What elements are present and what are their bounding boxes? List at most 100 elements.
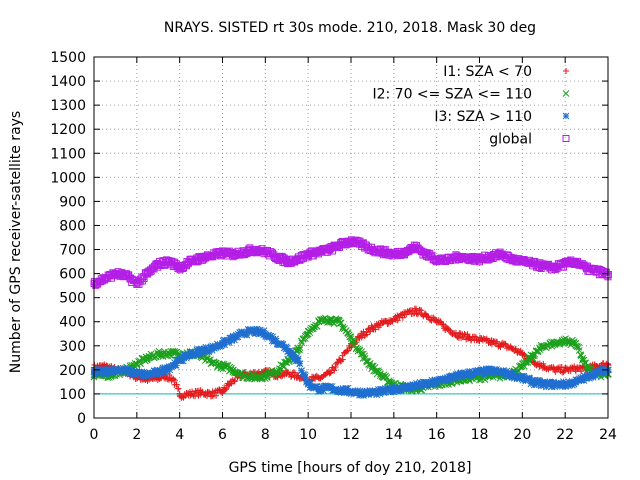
point-plus — [327, 369, 334, 376]
legend: I1: SZA < 70 I2: 70 <= SZA <= 110 I3: SZA … — [372, 64, 570, 148]
point-star — [166, 366, 174, 374]
point-star — [582, 375, 590, 382]
point-star — [282, 343, 290, 351]
point-star — [366, 387, 374, 395]
x-tick-label: 4 — [175, 427, 184, 443]
point-plus — [363, 331, 370, 338]
point-star — [563, 379, 571, 387]
point-star — [491, 369, 499, 376]
y-axis-title: Number of GPS receiver-satellite rays — [8, 111, 24, 373]
point-star — [401, 382, 408, 390]
point-square — [603, 271, 611, 279]
point-star — [484, 369, 492, 377]
point-star — [243, 331, 251, 339]
point-cross — [296, 346, 303, 353]
point-star — [406, 385, 414, 392]
legend-label: global — [489, 132, 532, 148]
point-star — [127, 366, 134, 374]
point-cross — [575, 347, 583, 354]
point-cross — [296, 344, 304, 352]
point-star — [445, 376, 453, 384]
point-star — [378, 385, 386, 393]
point-star — [180, 353, 187, 361]
point-star — [599, 365, 607, 372]
point-plus — [171, 377, 178, 384]
point-star — [296, 360, 304, 368]
point-plus — [471, 333, 478, 340]
point-star — [152, 371, 160, 378]
point-cross — [137, 360, 145, 368]
point-plus — [558, 364, 565, 371]
point-cross — [339, 325, 346, 332]
point-plus — [213, 392, 220, 399]
point-star — [480, 366, 487, 373]
point-star — [444, 374, 451, 381]
point-star — [267, 332, 275, 340]
x-tick-label: 0 — [90, 427, 99, 443]
point-plus — [437, 318, 444, 325]
x-tick-label: 22 — [556, 427, 574, 443]
point-star — [294, 355, 302, 363]
point-star — [328, 383, 336, 390]
legend-marker-star — [562, 112, 570, 120]
point-plus — [571, 363, 578, 370]
y-tick-label: 1100 — [50, 146, 86, 162]
point-star — [99, 370, 106, 378]
point-star — [124, 370, 132, 377]
y-tick-label: 800 — [59, 218, 86, 234]
point-star — [199, 349, 206, 357]
point-star — [341, 389, 348, 397]
point-plus — [206, 389, 213, 396]
y-tick-label: 500 — [59, 291, 86, 307]
point-star — [252, 330, 259, 338]
point-star — [519, 376, 527, 384]
y-tick-label: 400 — [59, 315, 86, 331]
point-plus — [360, 328, 367, 335]
point-star — [570, 380, 578, 388]
y-tick-label: 1300 — [50, 98, 86, 114]
point-cross — [376, 372, 384, 380]
point-star — [365, 391, 372, 399]
point-star — [503, 367, 511, 375]
point-cross — [313, 323, 321, 330]
series-square — [90, 236, 612, 289]
point-star — [509, 374, 516, 381]
point-star — [195, 350, 203, 358]
point-star — [106, 369, 114, 377]
y-tick-label: 300 — [59, 339, 86, 355]
point-cross — [251, 375, 259, 383]
point-star — [289, 352, 297, 359]
point-cross — [337, 319, 345, 327]
point-star — [344, 385, 351, 392]
point-star — [313, 383, 321, 390]
point-star — [207, 343, 215, 351]
point-star — [303, 377, 311, 385]
point-cross — [361, 352, 369, 360]
point-cross — [264, 374, 271, 381]
point-star — [397, 387, 405, 395]
point-star — [416, 379, 424, 386]
point-star — [305, 380, 312, 388]
point-star — [452, 374, 459, 382]
point-star — [592, 372, 600, 380]
x-tick-label: 18 — [471, 427, 489, 443]
point-star — [212, 344, 220, 351]
x-tick-label: 24 — [599, 427, 617, 443]
legend-label: I2: 70 <= SZA <= 110 — [372, 87, 532, 103]
x-axis-title: GPS time [hours of doy 210, 2018] — [229, 460, 472, 476]
point-star — [104, 366, 112, 374]
point-star — [272, 337, 280, 345]
x-tick-label: 16 — [428, 427, 446, 443]
point-star — [260, 327, 268, 334]
point-plus — [231, 377, 238, 384]
point-plus — [452, 329, 459, 336]
x-tick-label: 10 — [299, 427, 317, 443]
point-star — [392, 384, 400, 392]
x-tick-label: 12 — [342, 427, 360, 443]
point-plus — [540, 360, 547, 367]
x-tick-label: 20 — [513, 427, 531, 443]
point-plus — [345, 347, 352, 354]
point-star — [221, 341, 228, 349]
y-tick-label: 200 — [59, 363, 86, 379]
